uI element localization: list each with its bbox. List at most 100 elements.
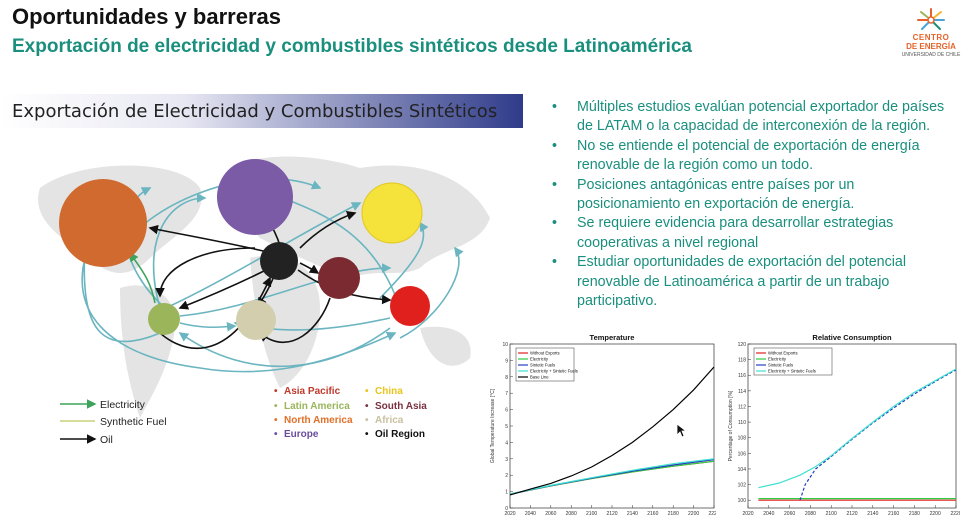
svg-text:•: • xyxy=(365,415,369,426)
logo-line3: UNIVERSIDAD DE CHILE xyxy=(901,52,961,58)
x-tick-label: 2020 xyxy=(504,511,515,517)
x-tick-label: 2080 xyxy=(805,511,816,517)
series-line xyxy=(758,368,957,489)
world-map-shapes xyxy=(38,156,490,418)
bullet-text: No se entiende el potencial de exportaci… xyxy=(577,137,920,174)
consumption-chart: Relative Consumption 100 102 104 106 108 110 11… xyxy=(720,330,962,517)
x-tick-label: 2220 xyxy=(950,511,960,517)
consumption-chart-svg: Relative Consumption 100 102 104 106 108 110 11… xyxy=(728,333,962,517)
legend-label: Electricity + Sintetic Fuels xyxy=(530,369,578,374)
page-subtitle: Exportación de electricidad y combustibl… xyxy=(12,36,692,57)
region-legend: • Asia Pacific • Latin America • North Amer… xyxy=(274,386,427,440)
y-tick-label: 110 xyxy=(738,420,746,426)
legend-label: Base Line xyxy=(530,375,549,380)
x-tick-label: 2040 xyxy=(763,511,774,517)
series-line xyxy=(509,366,715,496)
x-tick-label: 2160 xyxy=(647,511,658,517)
region-legend-label: Oil Region xyxy=(375,429,425,440)
electricity-flow xyxy=(129,251,156,304)
chart-title: Relative Consumption xyxy=(812,333,892,342)
y-tick-label: 2 xyxy=(505,473,508,479)
page-title: Oportunidades y barreras xyxy=(12,4,281,29)
y-tick-label: 1 xyxy=(505,490,508,496)
bullet-item: • No se entiende el potencial de exportac… xyxy=(552,137,920,174)
logo-line2: DE ENERGÍA xyxy=(906,42,956,51)
x-tick-label: 2120 xyxy=(846,511,857,517)
region-legend-label: South Asia xyxy=(375,401,427,412)
y-tick-label: 108 xyxy=(738,436,747,442)
legend-label: Without Exports xyxy=(530,351,560,356)
x-tick-label: 2060 xyxy=(545,511,556,517)
centro-energia-logo: CENTRO DE ENERGÍA UNIVERSIDAD DE CHILE xyxy=(896,6,966,68)
x-tick-label: 2140 xyxy=(627,511,638,517)
x-tick-label: 2200 xyxy=(688,511,699,517)
mouse-cursor-icon xyxy=(676,423,688,438)
y-axis-label: Percentage of Consumption [%] xyxy=(728,390,734,461)
svg-text:•: • xyxy=(365,386,369,397)
bullet-text: Posiciones antagónicas entre países por … xyxy=(577,176,855,213)
legend-label: Electricity + Sintetic Fuels xyxy=(768,369,816,374)
legend-label: Without Exports xyxy=(768,351,798,356)
svg-text:•: • xyxy=(274,415,278,426)
region-legend-label: Latin America xyxy=(284,401,350,412)
y-tick-label: 10 xyxy=(502,342,508,348)
x-tick-label: 2140 xyxy=(867,511,878,517)
svg-text:•: • xyxy=(274,429,278,440)
svg-text:•: • xyxy=(365,401,369,412)
y-tick-label: 3 xyxy=(505,457,508,463)
y-tick-label: 8 xyxy=(505,375,508,381)
bullet-text: Estudiar oportunidades de exportación de… xyxy=(577,254,907,310)
bullet-item: • Múltiples estudios evalúan potencial ex… xyxy=(552,99,945,135)
y-tick-label: 120 xyxy=(738,342,747,348)
bullet-list: • Múltiples estudios evalúan potencial ex… xyxy=(550,98,960,311)
x-tick-label: 2180 xyxy=(909,511,920,517)
bullet-item: • Estudiar oportunidades de exportación d… xyxy=(552,254,907,310)
region-asia-pacific xyxy=(390,286,430,326)
x-tick-label: 2040 xyxy=(525,511,536,517)
chart-legend xyxy=(753,347,833,376)
svg-text:•: • xyxy=(365,429,369,440)
legend-label: Sintetic Fuels xyxy=(768,363,793,368)
y-tick-label: 0 xyxy=(505,506,508,512)
x-tick-label: 2120 xyxy=(606,511,617,517)
region-oil xyxy=(260,242,298,280)
region-south-asia xyxy=(318,257,360,299)
y-tick-label: 118 xyxy=(738,358,746,364)
energy-flow-map: Electricity Synthetic Fuel Oil • Asia Pac… xyxy=(38,156,490,446)
legend-label: Sintetic Fuels xyxy=(530,363,555,368)
x-tick-label: 2080 xyxy=(566,511,577,517)
banner-title: Exportación de Electricidad y Combustibl… xyxy=(12,101,498,122)
legend-label: Electricity xyxy=(768,357,787,362)
flow-legend-label: Synthetic Fuel xyxy=(100,416,167,428)
legend-label: Electricity xyxy=(530,357,549,362)
bullet-text: Múltiples estudios evalúan potencial exp… xyxy=(577,99,945,135)
logo-line1: CENTRO xyxy=(912,33,950,42)
x-tick-label: 2100 xyxy=(586,511,597,517)
flow-legend: Electricity Synthetic Fuel Oil xyxy=(60,399,167,446)
region-legend-label: North America xyxy=(284,415,353,426)
x-tick-label: 2180 xyxy=(668,511,679,517)
y-tick-label: 5 xyxy=(505,424,508,430)
region-europe xyxy=(217,159,293,235)
svg-text:•: • xyxy=(274,401,278,412)
y-axis-label: Global Temperature Increase [°C] xyxy=(490,388,496,463)
x-tick-label: 2060 xyxy=(784,511,795,517)
chart-title: Temperature xyxy=(590,333,635,342)
flow-legend-label: Electricity xyxy=(100,399,146,411)
y-tick-label: 102 xyxy=(738,483,747,489)
logo-sun-icon xyxy=(917,8,945,30)
x-tick-label: 2020 xyxy=(742,511,753,517)
region-legend-label: Africa xyxy=(375,415,404,426)
x-tick-label: 2160 xyxy=(888,511,899,517)
region-latin-america xyxy=(148,303,180,335)
region-legend-label: Asia Pacific xyxy=(284,386,341,397)
y-tick-label: 6 xyxy=(505,408,508,414)
series-line xyxy=(799,369,957,501)
x-tick-label: 2100 xyxy=(826,511,837,517)
bullet-item: • Se requiere evidencia para desarrollar … xyxy=(552,215,894,251)
region-north-america xyxy=(59,179,147,267)
x-tick-label: 2220 xyxy=(708,511,716,517)
y-tick-label: 114 xyxy=(738,389,746,395)
flow-legend-label: Oil xyxy=(100,434,113,446)
y-tick-label: 7 xyxy=(505,391,508,397)
